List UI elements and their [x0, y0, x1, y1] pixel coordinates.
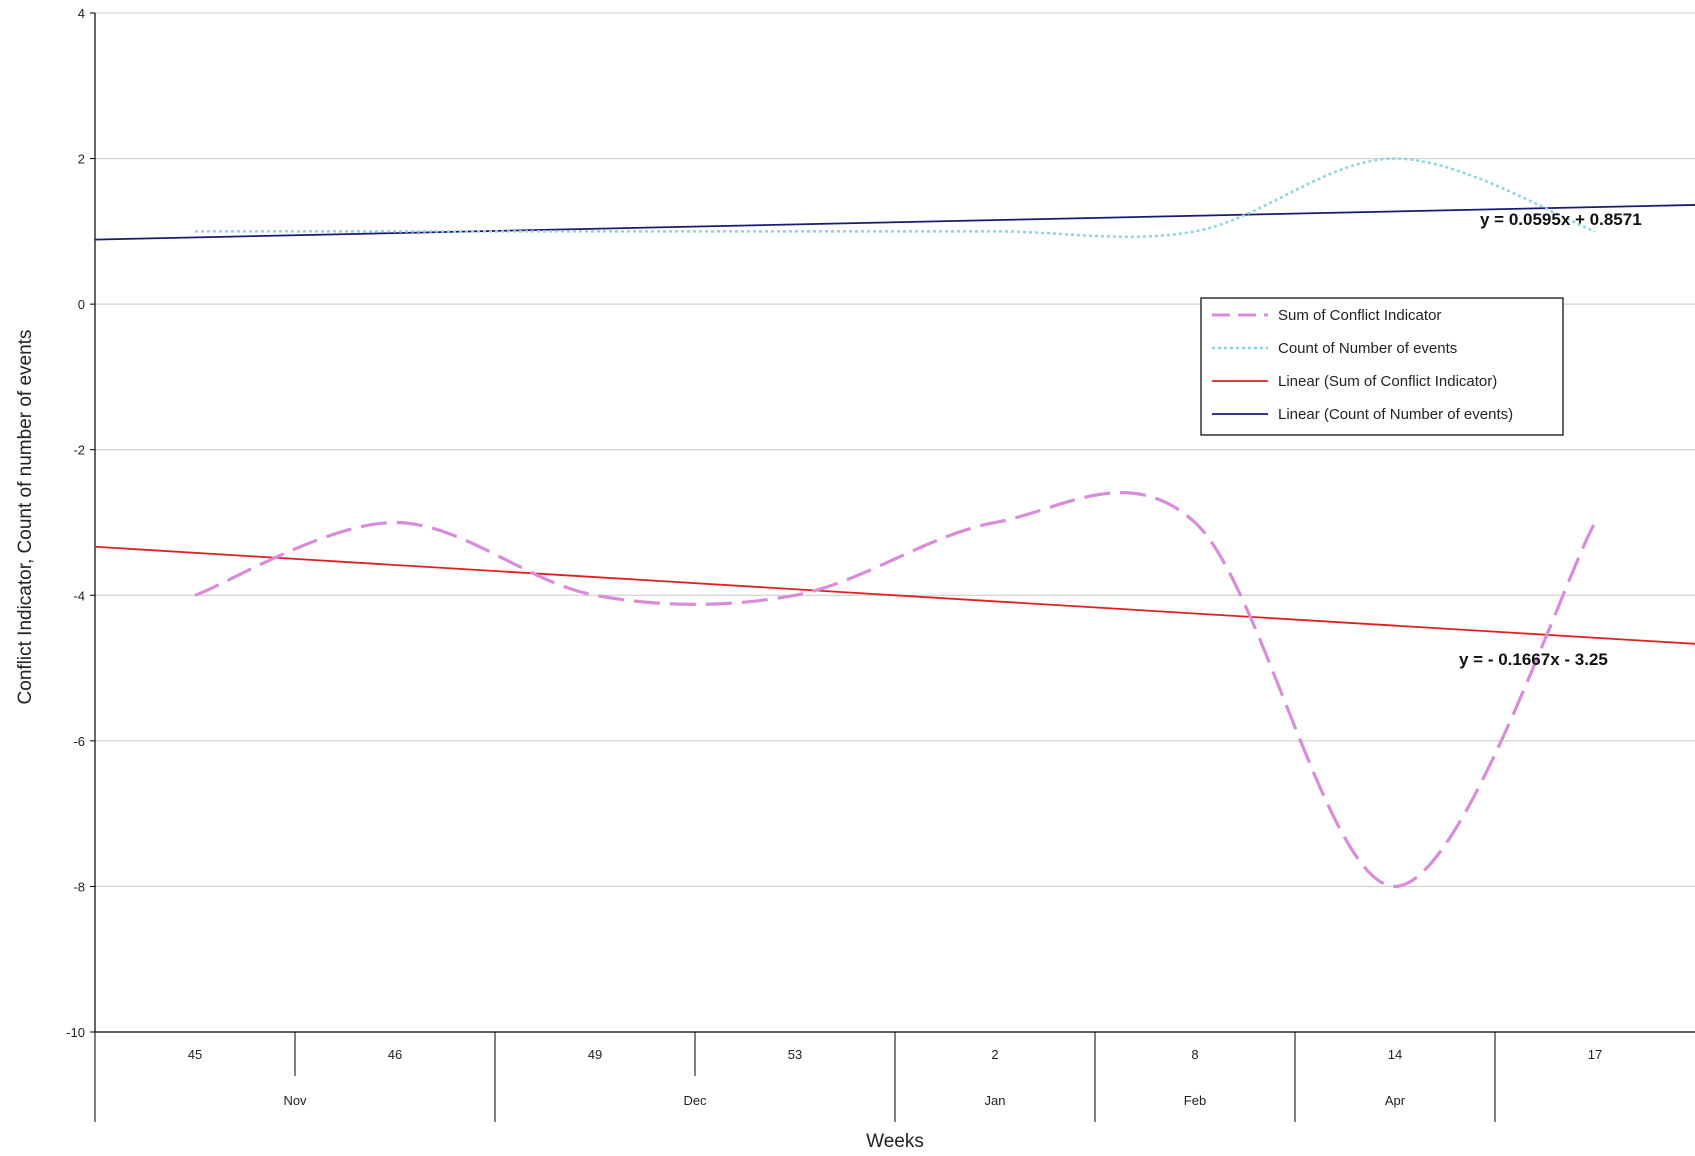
x-tick-label: 53	[788, 1047, 802, 1062]
y-axis-title: Conflict Indicator, Count of number of e…	[15, 330, 36, 705]
y-tick-label: 2	[78, 152, 85, 167]
y-tick-label: -6	[73, 734, 85, 749]
x-group-label: Feb	[1184, 1093, 1206, 1108]
legend-label-linear-count: Linear (Count of Number of events)	[1278, 406, 1513, 423]
y-tick-label: -4	[73, 588, 85, 603]
x-axis: 45 46 49 53 2 8 14 17 Nov Dec Jan Feb Apr	[94, 1031, 1695, 1122]
trendline-conflict	[94, 545, 1695, 645]
trendline-count	[94, 204, 1695, 241]
x-tick-label: 14	[1388, 1047, 1402, 1062]
y-tick-label: -2	[73, 443, 85, 458]
y-tick-label: -8	[73, 879, 85, 894]
y-tick-label: 4	[78, 6, 85, 21]
series-line-count	[194, 157, 1596, 238]
x-tick-label: 17	[1588, 1047, 1602, 1062]
x-group-label: Apr	[1385, 1093, 1406, 1108]
x-tick-label: 49	[588, 1047, 602, 1062]
y-tick-label: -10	[66, 1025, 85, 1040]
x-tick-label: 45	[188, 1047, 202, 1062]
x-group-label: Jan	[985, 1093, 1006, 1108]
data-series	[194, 157, 1597, 889]
x-axis-title: Weeks	[866, 1131, 924, 1152]
trendlines	[94, 204, 1695, 645]
x-group-label: Nov	[283, 1093, 307, 1108]
gridlines	[95, 12, 1695, 887]
x-tick-label: 8	[1191, 1047, 1198, 1062]
series-line-conflict	[194, 491, 1597, 889]
legend: Sum of Conflict Indicator Count of Numbe…	[1200, 297, 1564, 436]
x-tick-label: 2	[991, 1047, 998, 1062]
legend-box	[1200, 297, 1564, 436]
legend-label-linear-conflict: Linear (Sum of Conflict Indicator)	[1278, 373, 1497, 390]
y-tick-label: 0	[78, 297, 85, 312]
trendline-equation-count: y = 0.0595x + 0.8571	[1480, 210, 1642, 229]
x-group-label: Dec	[683, 1093, 707, 1108]
legend-label-count: Count of Number of events	[1278, 340, 1457, 357]
legend-label-conflict: Sum of Conflict Indicator	[1278, 307, 1441, 324]
trendline-equation-conflict: y = - 0.1667x - 3.25	[1459, 650, 1608, 669]
x-tick-label: 46	[388, 1047, 402, 1062]
y-axis-ticks: 4 2 0 -2 -4 -6 -8 -10	[66, 6, 96, 1040]
